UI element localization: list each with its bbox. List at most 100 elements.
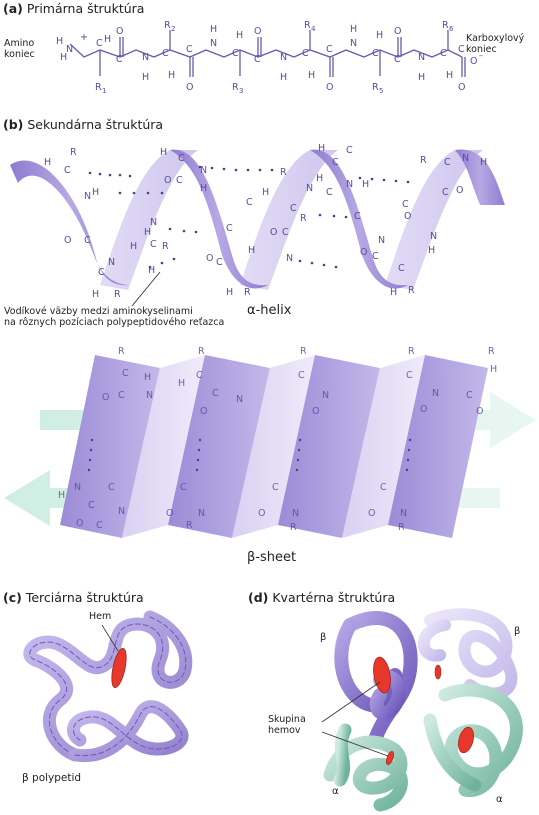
svg-text:H: H	[200, 183, 207, 194]
heme-groups-label: Skupina hemov	[268, 714, 306, 736]
svg-text:N: N	[418, 52, 425, 63]
svg-text:N: N	[286, 253, 293, 264]
svg-text:3: 3	[239, 87, 243, 95]
svg-text:H: H	[350, 24, 357, 35]
svg-text:O: O	[326, 82, 333, 93]
svg-text:H: H	[418, 72, 425, 83]
svg-text:H: H	[490, 364, 497, 375]
svg-text:H: H	[168, 70, 175, 81]
svg-text:C: C	[290, 203, 297, 214]
svg-text:O: O	[458, 82, 465, 93]
svg-text:O: O	[368, 508, 375, 519]
svg-text:C: C	[406, 370, 413, 381]
section-c-letter: (c)	[3, 590, 22, 605]
svg-text:C: C	[282, 227, 289, 238]
svg-text:N: N	[142, 52, 149, 63]
helix-hydrogen-bonds	[88, 165, 410, 269]
svg-text:C: C	[122, 368, 129, 379]
svg-text:O: O	[102, 392, 109, 403]
svg-text:N: N	[322, 390, 329, 401]
amino-end-label: Amino koniec	[4, 38, 35, 60]
svg-text:H: H	[58, 490, 65, 501]
svg-text:O: O	[476, 406, 483, 417]
svg-text:N: N	[400, 508, 407, 519]
svg-text:R: R	[162, 241, 169, 252]
subunit-label-beta-left: β	[320, 632, 327, 643]
heme-group-pointers	[321, 681, 389, 757]
svg-text:R: R	[488, 346, 495, 357]
subunit-label-alpha-right: α	[496, 794, 503, 805]
svg-text:O: O	[254, 26, 261, 37]
svg-text:O: O	[164, 175, 171, 186]
helix-back-strands	[100, 150, 483, 290]
svg-text:5: 5	[379, 87, 383, 95]
svg-text:C: C	[398, 263, 405, 274]
svg-text:R: R	[420, 155, 427, 166]
svg-text:O: O	[456, 185, 463, 196]
svg-text:R: R	[95, 82, 102, 93]
alpha-subunit-left	[323, 723, 408, 812]
svg-text:C: C	[444, 157, 451, 168]
svg-text:N: N	[346, 179, 353, 190]
svg-text:O: O	[258, 508, 265, 519]
section-c-title: Terciárna štruktúra	[25, 590, 144, 605]
svg-text:N: N	[84, 191, 91, 202]
svg-text:N: N	[236, 394, 243, 405]
svg-text:R: R	[70, 147, 77, 158]
amino-end-label-line2: koniec	[4, 49, 35, 60]
svg-text:H: H	[160, 147, 167, 158]
section-d-title: Kvartérna štruktúra	[272, 590, 396, 605]
beta-subunit-back	[417, 608, 518, 700]
svg-text:C: C	[246, 197, 253, 208]
section-c-heading: (c) Terciárna štruktúra	[3, 590, 144, 605]
svg-text:C: C	[298, 370, 305, 381]
section-a-letter: (a)	[3, 1, 23, 16]
svg-text:H: H	[308, 70, 315, 81]
svg-text:H: H	[144, 372, 151, 383]
svg-text:C: C	[326, 187, 333, 198]
svg-text:R: R	[118, 346, 125, 357]
svg-text:+: +	[80, 32, 88, 43]
svg-text:O: O	[186, 82, 193, 93]
svg-text:C: C	[346, 145, 353, 156]
svg-text:R: R	[164, 20, 171, 31]
svg-text:N: N	[462, 153, 469, 164]
svg-text:R: R	[304, 20, 311, 31]
svg-text:C: C	[326, 44, 333, 55]
svg-text:C: C	[162, 48, 169, 59]
svg-text:C: C	[232, 48, 239, 59]
subunit-label-beta-right: β	[514, 626, 521, 637]
beta-subunit-front	[334, 611, 418, 747]
svg-text:C: C	[186, 44, 193, 55]
svg-text:N: N	[280, 52, 287, 63]
hydrogen-bond-caption-line2: na rôznych pozíciach polypeptidového reť…	[4, 317, 225, 328]
svg-text:R: R	[198, 346, 205, 357]
carboxyl-end-label: Karboxylový koniec	[466, 33, 524, 55]
svg-text:C: C	[96, 38, 103, 49]
svg-text:R: R	[442, 20, 449, 31]
heme-group-3	[458, 726, 474, 754]
svg-text:O: O	[76, 518, 83, 529]
svg-text:O: O	[312, 406, 319, 417]
svg-text:N: N	[430, 231, 437, 242]
svg-text:O: O	[420, 404, 427, 415]
svg-text:R: R	[232, 82, 239, 93]
svg-text:N: N	[118, 506, 125, 517]
svg-text:C: C	[226, 223, 233, 234]
svg-text:H: H	[210, 24, 217, 35]
svg-text:C: C	[440, 48, 447, 59]
svg-text:C: C	[458, 44, 465, 55]
svg-text:C: C	[88, 500, 95, 511]
svg-text:H: H	[44, 157, 51, 168]
svg-text:C: C	[380, 482, 387, 493]
svg-text:C: C	[216, 257, 223, 268]
svg-text:C: C	[108, 482, 115, 493]
svg-text:N: N	[108, 257, 115, 268]
svg-text:N: N	[74, 482, 81, 493]
svg-text:H: H	[316, 173, 323, 184]
svg-text:C: C	[64, 165, 71, 176]
svg-text:H: H	[60, 52, 67, 63]
svg-text:H: H	[262, 187, 269, 198]
svg-text:6: 6	[449, 25, 454, 33]
